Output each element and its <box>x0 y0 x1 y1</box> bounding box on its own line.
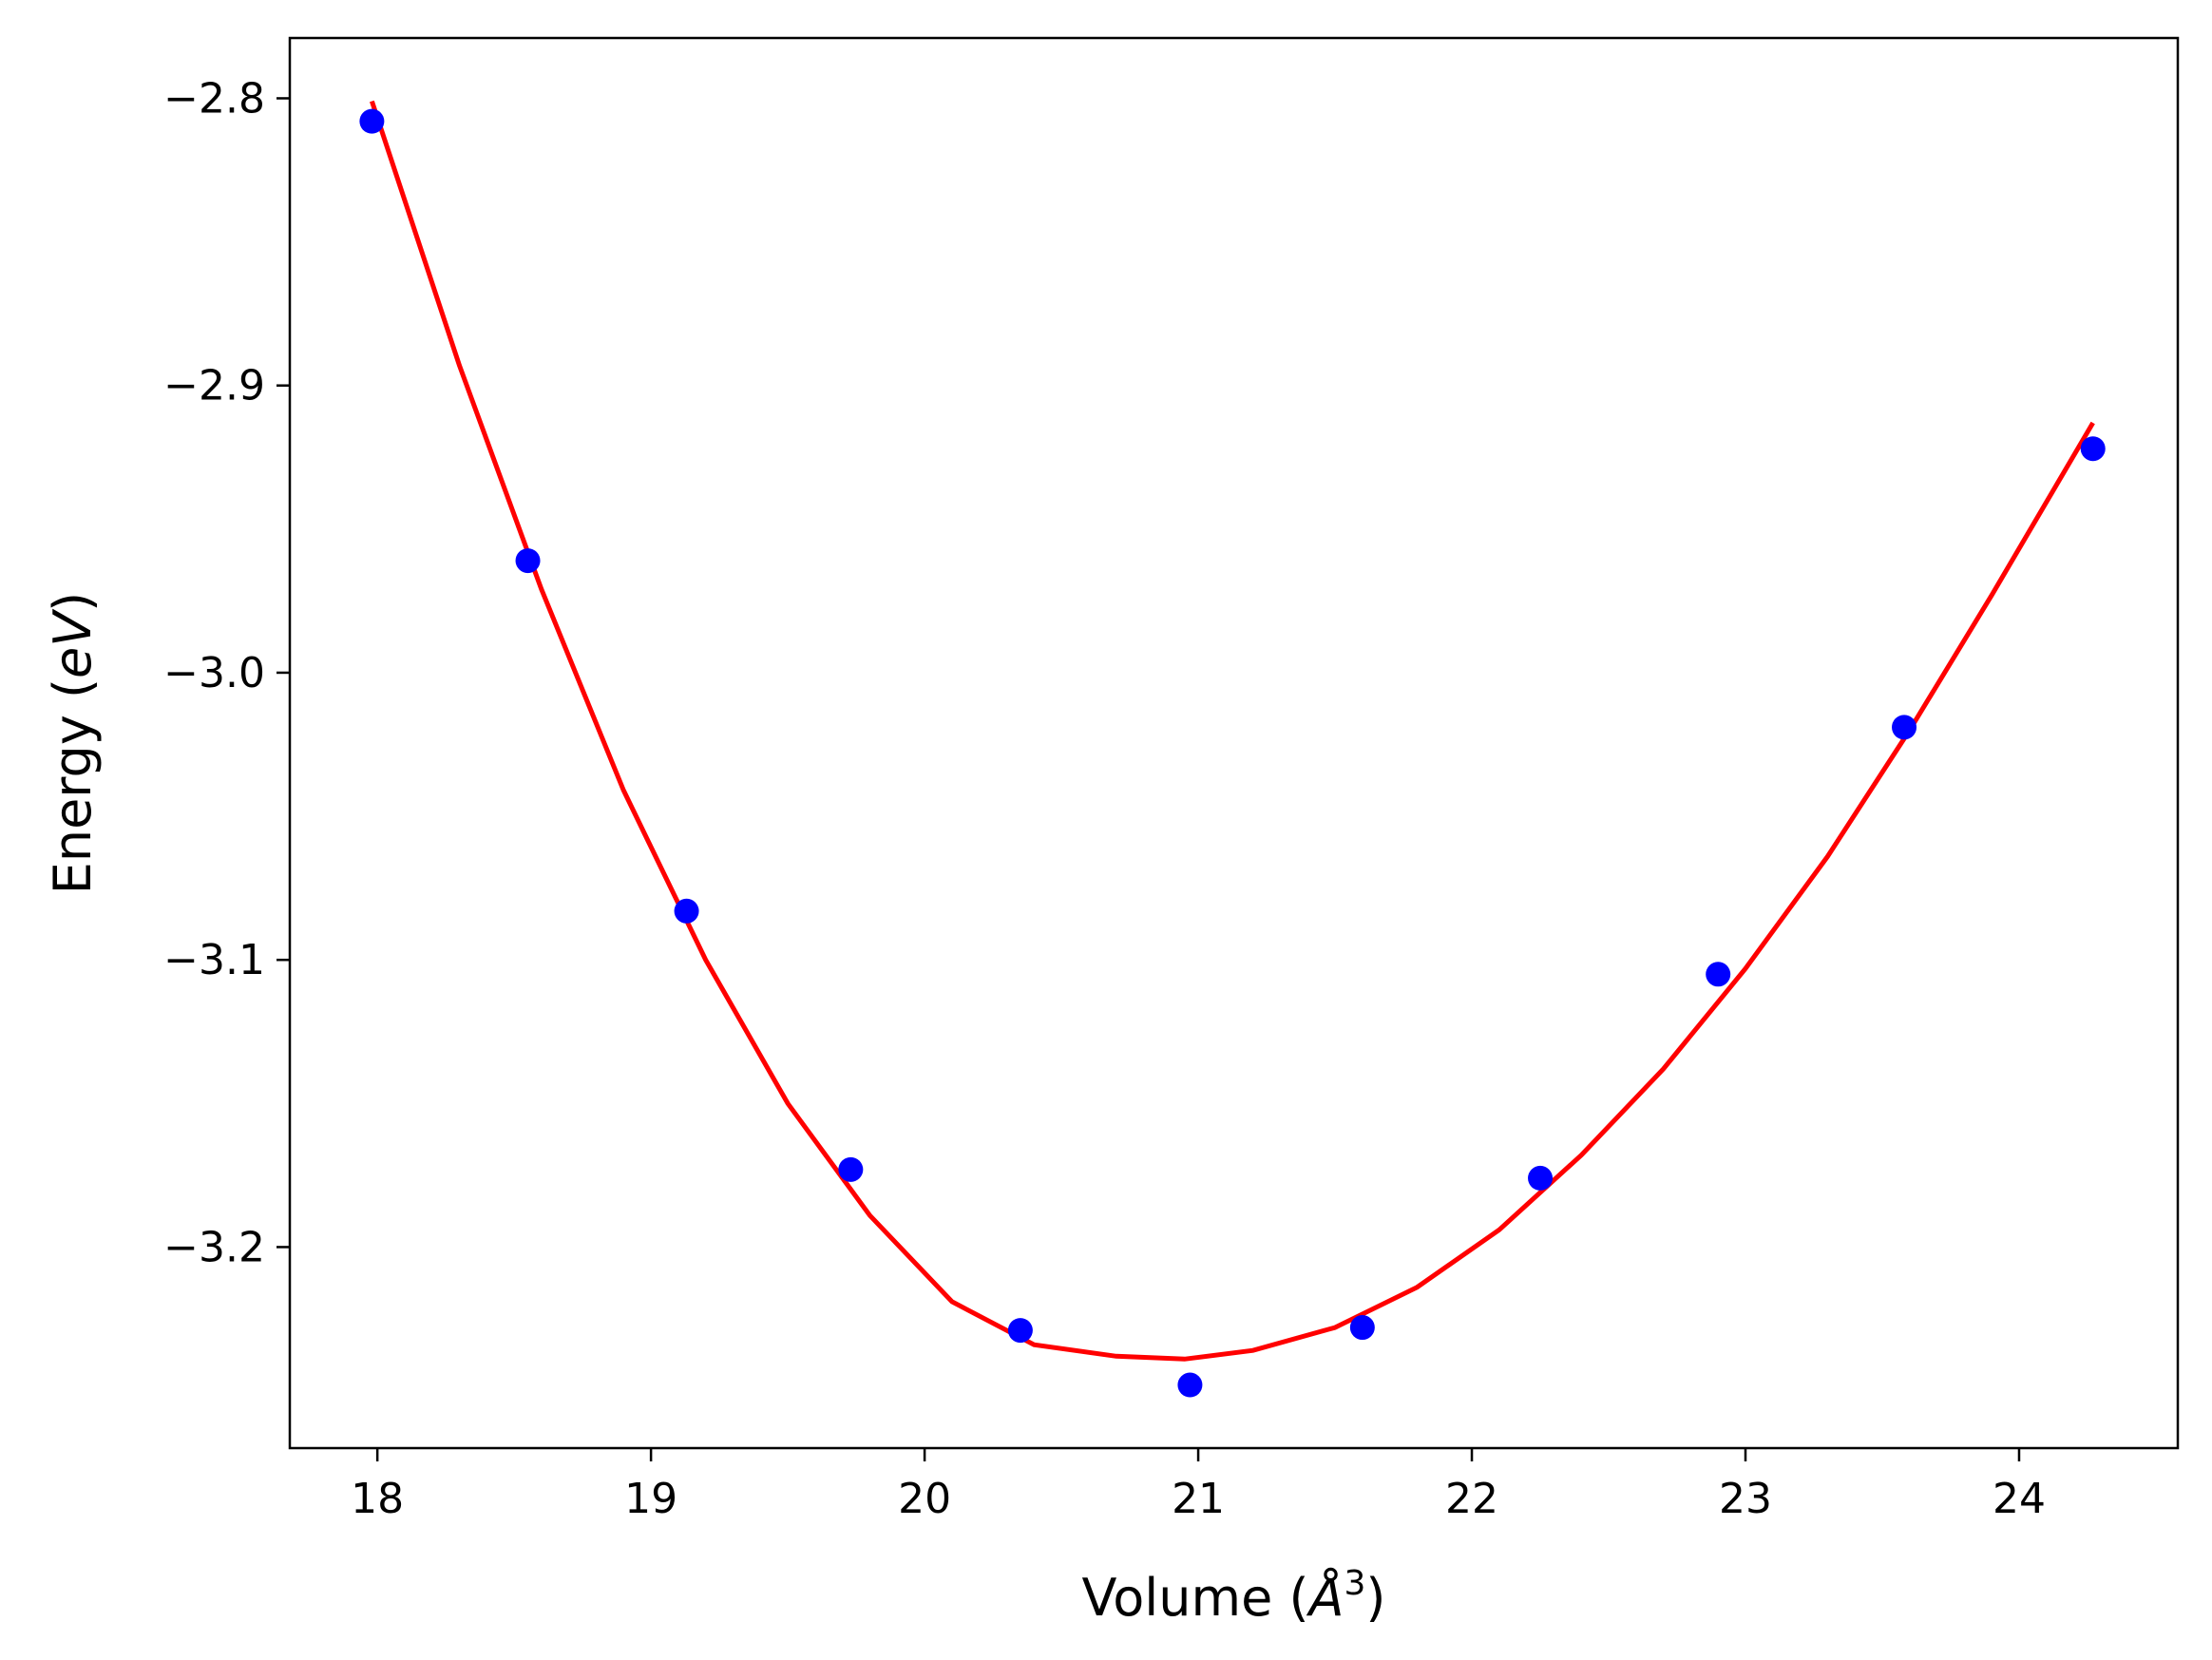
x-axis-title-superscript: 3 <box>1344 1564 1366 1603</box>
x-tick-label: 23 <box>1719 1475 1772 1523</box>
x-tick-label: 24 <box>1993 1475 2046 1523</box>
data-point <box>2080 436 2106 462</box>
fit-curve-layer <box>370 100 2095 1362</box>
plot-area-frame <box>288 36 2180 1450</box>
data-point <box>1349 1315 1375 1341</box>
data-point <box>1706 962 1731 987</box>
y-axis-title-close: ) <box>43 592 103 612</box>
data-point <box>1528 1165 1554 1191</box>
data-point <box>515 548 541 574</box>
y-tick-label: −2.9 <box>163 362 265 410</box>
x-tick-label: 21 <box>1172 1475 1225 1523</box>
x-tick-label: 19 <box>624 1475 677 1523</box>
x-axis-title-text: Volume ( <box>1081 1568 1308 1628</box>
x-tick-label: 22 <box>1445 1475 1498 1523</box>
x-axis-ticks: 18 19 20 21 22 23 24 <box>351 1448 2046 1523</box>
y-tick-label: −3.1 <box>163 936 265 984</box>
data-points-layer <box>359 108 2106 1398</box>
x-axis-title-close: ) <box>1365 1568 1385 1628</box>
y-axis-title-unit: eV <box>43 608 103 678</box>
y-axis-ticks: −2.8 −2.9 −3.0 −3.1 −3.2 <box>163 74 290 1271</box>
y-axis-title-text: Energy ( <box>43 678 103 894</box>
y-axis-title: Energy (eV) <box>43 592 103 895</box>
x-axis-title-symbol: Å <box>1306 1567 1344 1628</box>
data-point <box>1892 715 1917 740</box>
data-point <box>1177 1372 1203 1398</box>
fit-curve <box>370 100 2095 1362</box>
data-point <box>1007 1318 1033 1344</box>
data-point <box>359 108 385 134</box>
x-tick-label: 18 <box>351 1475 404 1523</box>
y-tick-label: −3.0 <box>163 649 265 697</box>
data-point <box>674 898 699 924</box>
y-tick-label: −3.2 <box>163 1223 265 1271</box>
x-tick-label: 20 <box>898 1475 951 1523</box>
x-axis-title: Volume (Å3) <box>1081 1564 1385 1628</box>
y-tick-label: −2.8 <box>163 74 265 123</box>
data-point <box>838 1156 864 1182</box>
